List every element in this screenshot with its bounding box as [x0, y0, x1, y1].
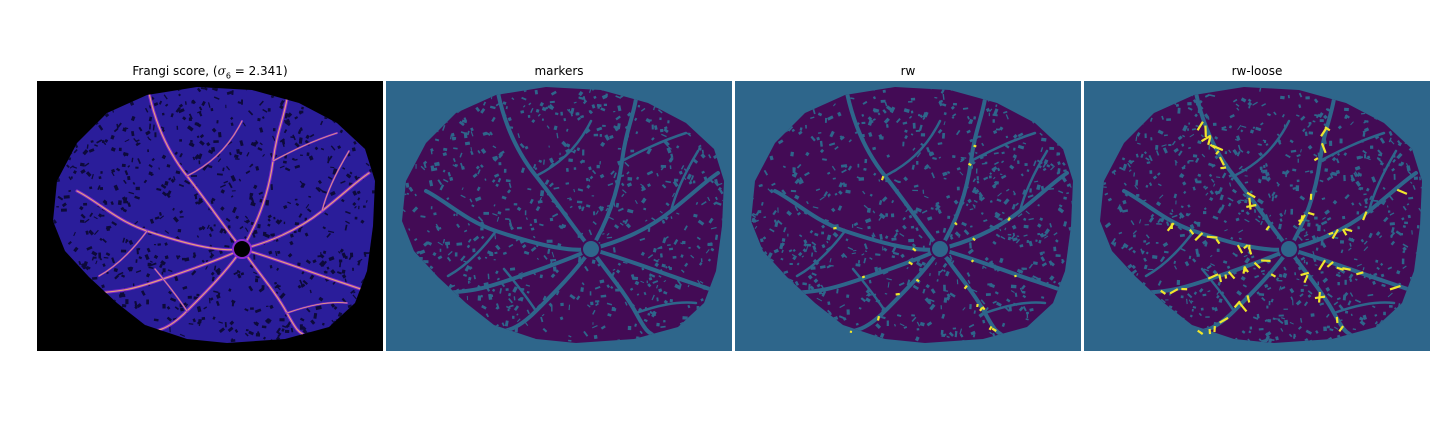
- rw-loose-title: rw-loose: [1231, 64, 1283, 78]
- frangi-score-canvas: [37, 81, 383, 351]
- vessel-network: [773, 91, 1069, 339]
- rw-title: rw: [900, 64, 916, 78]
- markers-title: markers: [534, 64, 584, 78]
- rw-loose-image: [1084, 81, 1430, 351]
- optic-disc: [232, 239, 252, 259]
- rw-loose-canvas: [1084, 81, 1430, 351]
- frangi-score-image: [37, 81, 383, 351]
- segmented-vessels: [833, 144, 1017, 333]
- markers-canvas: [386, 81, 732, 351]
- markers-image: [386, 81, 732, 351]
- rw-canvas: [735, 81, 1081, 351]
- optic-disc: [930, 239, 950, 259]
- frangi-score-title: Frangi score, (σ6 = 2.341): [132, 64, 288, 81]
- optic-disc: [581, 239, 601, 259]
- rw-image: [735, 81, 1081, 351]
- vessel-network: [424, 91, 720, 339]
- segmented-vessels: [1160, 121, 1408, 335]
- optic-disc: [1279, 239, 1299, 259]
